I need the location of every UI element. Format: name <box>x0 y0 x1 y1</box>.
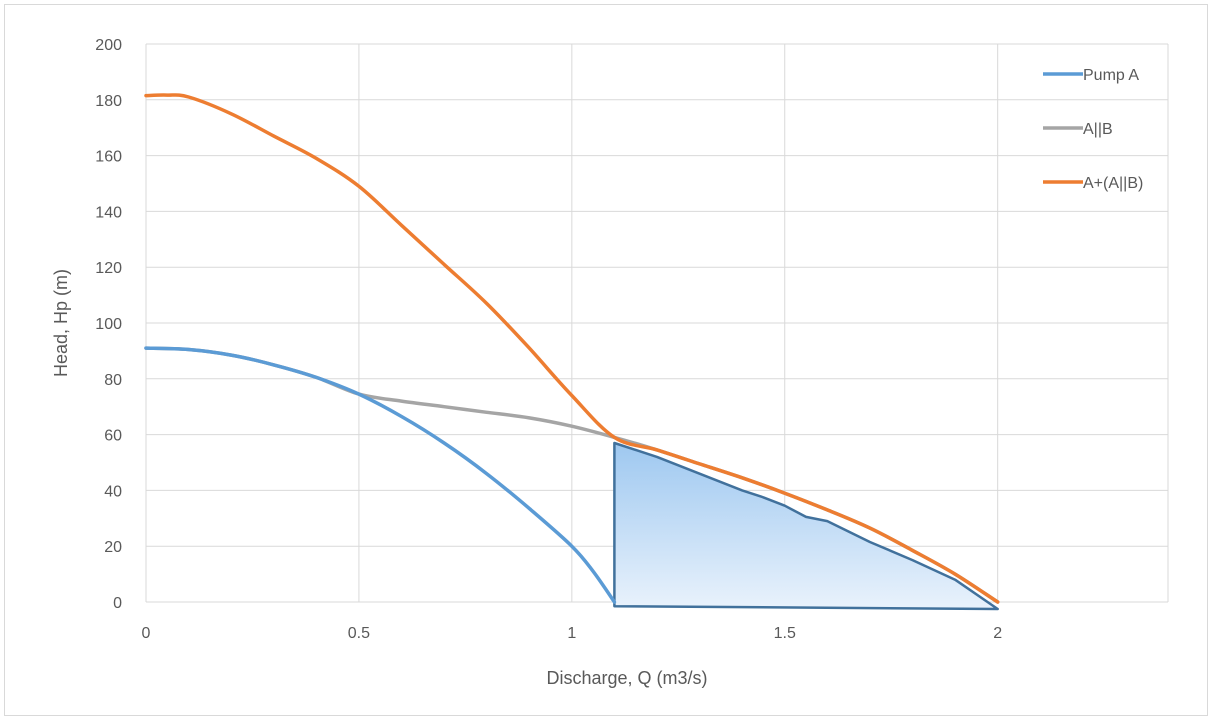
y-tick-label: 180 <box>95 93 122 110</box>
legend-label: Pump A <box>1083 67 1139 84</box>
y-tick-label: 140 <box>95 204 122 221</box>
x-tick-label: 2 <box>993 625 1002 642</box>
y-tick-label: 0 <box>113 595 122 612</box>
shaded-area <box>613 441 999 611</box>
x-tick-label: 0 <box>142 625 151 642</box>
chart-frame: 0 20 40 60 80 100 120 140 160 180 200 0 0.5 1 1.5 2 Dis… <box>4 4 1208 716</box>
y-axis-title: Head, Hp (m) <box>51 269 71 377</box>
x-tick-label: 1.5 <box>774 625 796 642</box>
legend: Pump A A||B A+(A||B) <box>1043 67 1143 192</box>
x-tick-label: 1 <box>567 625 576 642</box>
legend-label: A||B <box>1083 121 1113 138</box>
legend-label: A+(A||B) <box>1083 175 1143 192</box>
x-tick-label: 0.5 <box>348 625 370 642</box>
y-tick-label: 100 <box>95 316 122 333</box>
y-tick-label: 20 <box>104 539 122 556</box>
tick-labels: 0 20 40 60 80 100 120 140 160 180 200 0 0.5 1 1.5 2 <box>95 37 1002 642</box>
chart-svg: 0 20 40 60 80 100 120 140 160 180 200 0 0.5 1 1.5 2 Dis… <box>51 37 1169 688</box>
x-axis-title: Discharge, Q (m3/s) <box>546 668 707 688</box>
y-tick-label: 160 <box>95 149 122 166</box>
series-lines <box>144 93 1000 604</box>
y-tick-label: 200 <box>95 37 122 54</box>
y-tick-label: 60 <box>104 428 122 445</box>
y-tick-label: 80 <box>104 372 122 389</box>
shaded-region <box>613 441 999 611</box>
series-line-pump-a <box>144 346 617 604</box>
y-tick-label: 120 <box>95 260 122 277</box>
grid-lines <box>145 43 1169 603</box>
y-tick-label: 40 <box>104 483 122 500</box>
series-line-a-a-b <box>144 93 1000 604</box>
